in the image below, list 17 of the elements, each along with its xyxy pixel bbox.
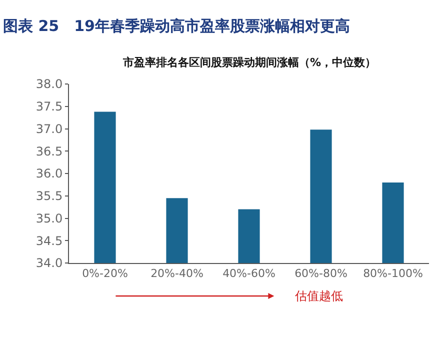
y-tick-label: 37.5 [36,100,63,114]
y-tick-label: 36.0 [36,166,63,181]
y-tick-label: 36.5 [36,144,63,158]
x-tick-label: 80%-100% [363,267,423,280]
y-tick-label: 35.0 [36,211,63,226]
chart-title: 图表 25 19年春季躁动高市盈率股票涨幅相对更高 [3,17,350,35]
x-tick-label: 40%-60% [222,267,276,280]
x-tick-label: 60%-80% [294,267,348,280]
y-tick-label: 38.0 [36,77,63,92]
x-tick-label: 0%-20% [82,267,128,280]
y-tick-label: 37.0 [36,122,63,136]
y-tick-label: 35.5 [36,189,63,204]
text: 估值越低 [294,289,343,303]
chart-subtitle: 市盈率排名各区间股票躁动期间涨幅（%，中位数） [122,56,376,69]
y-tick-label: 34.5 [36,234,63,248]
y-tick-label: 34.0 [36,256,63,270]
x-tick-label: 20%-40% [150,267,204,280]
